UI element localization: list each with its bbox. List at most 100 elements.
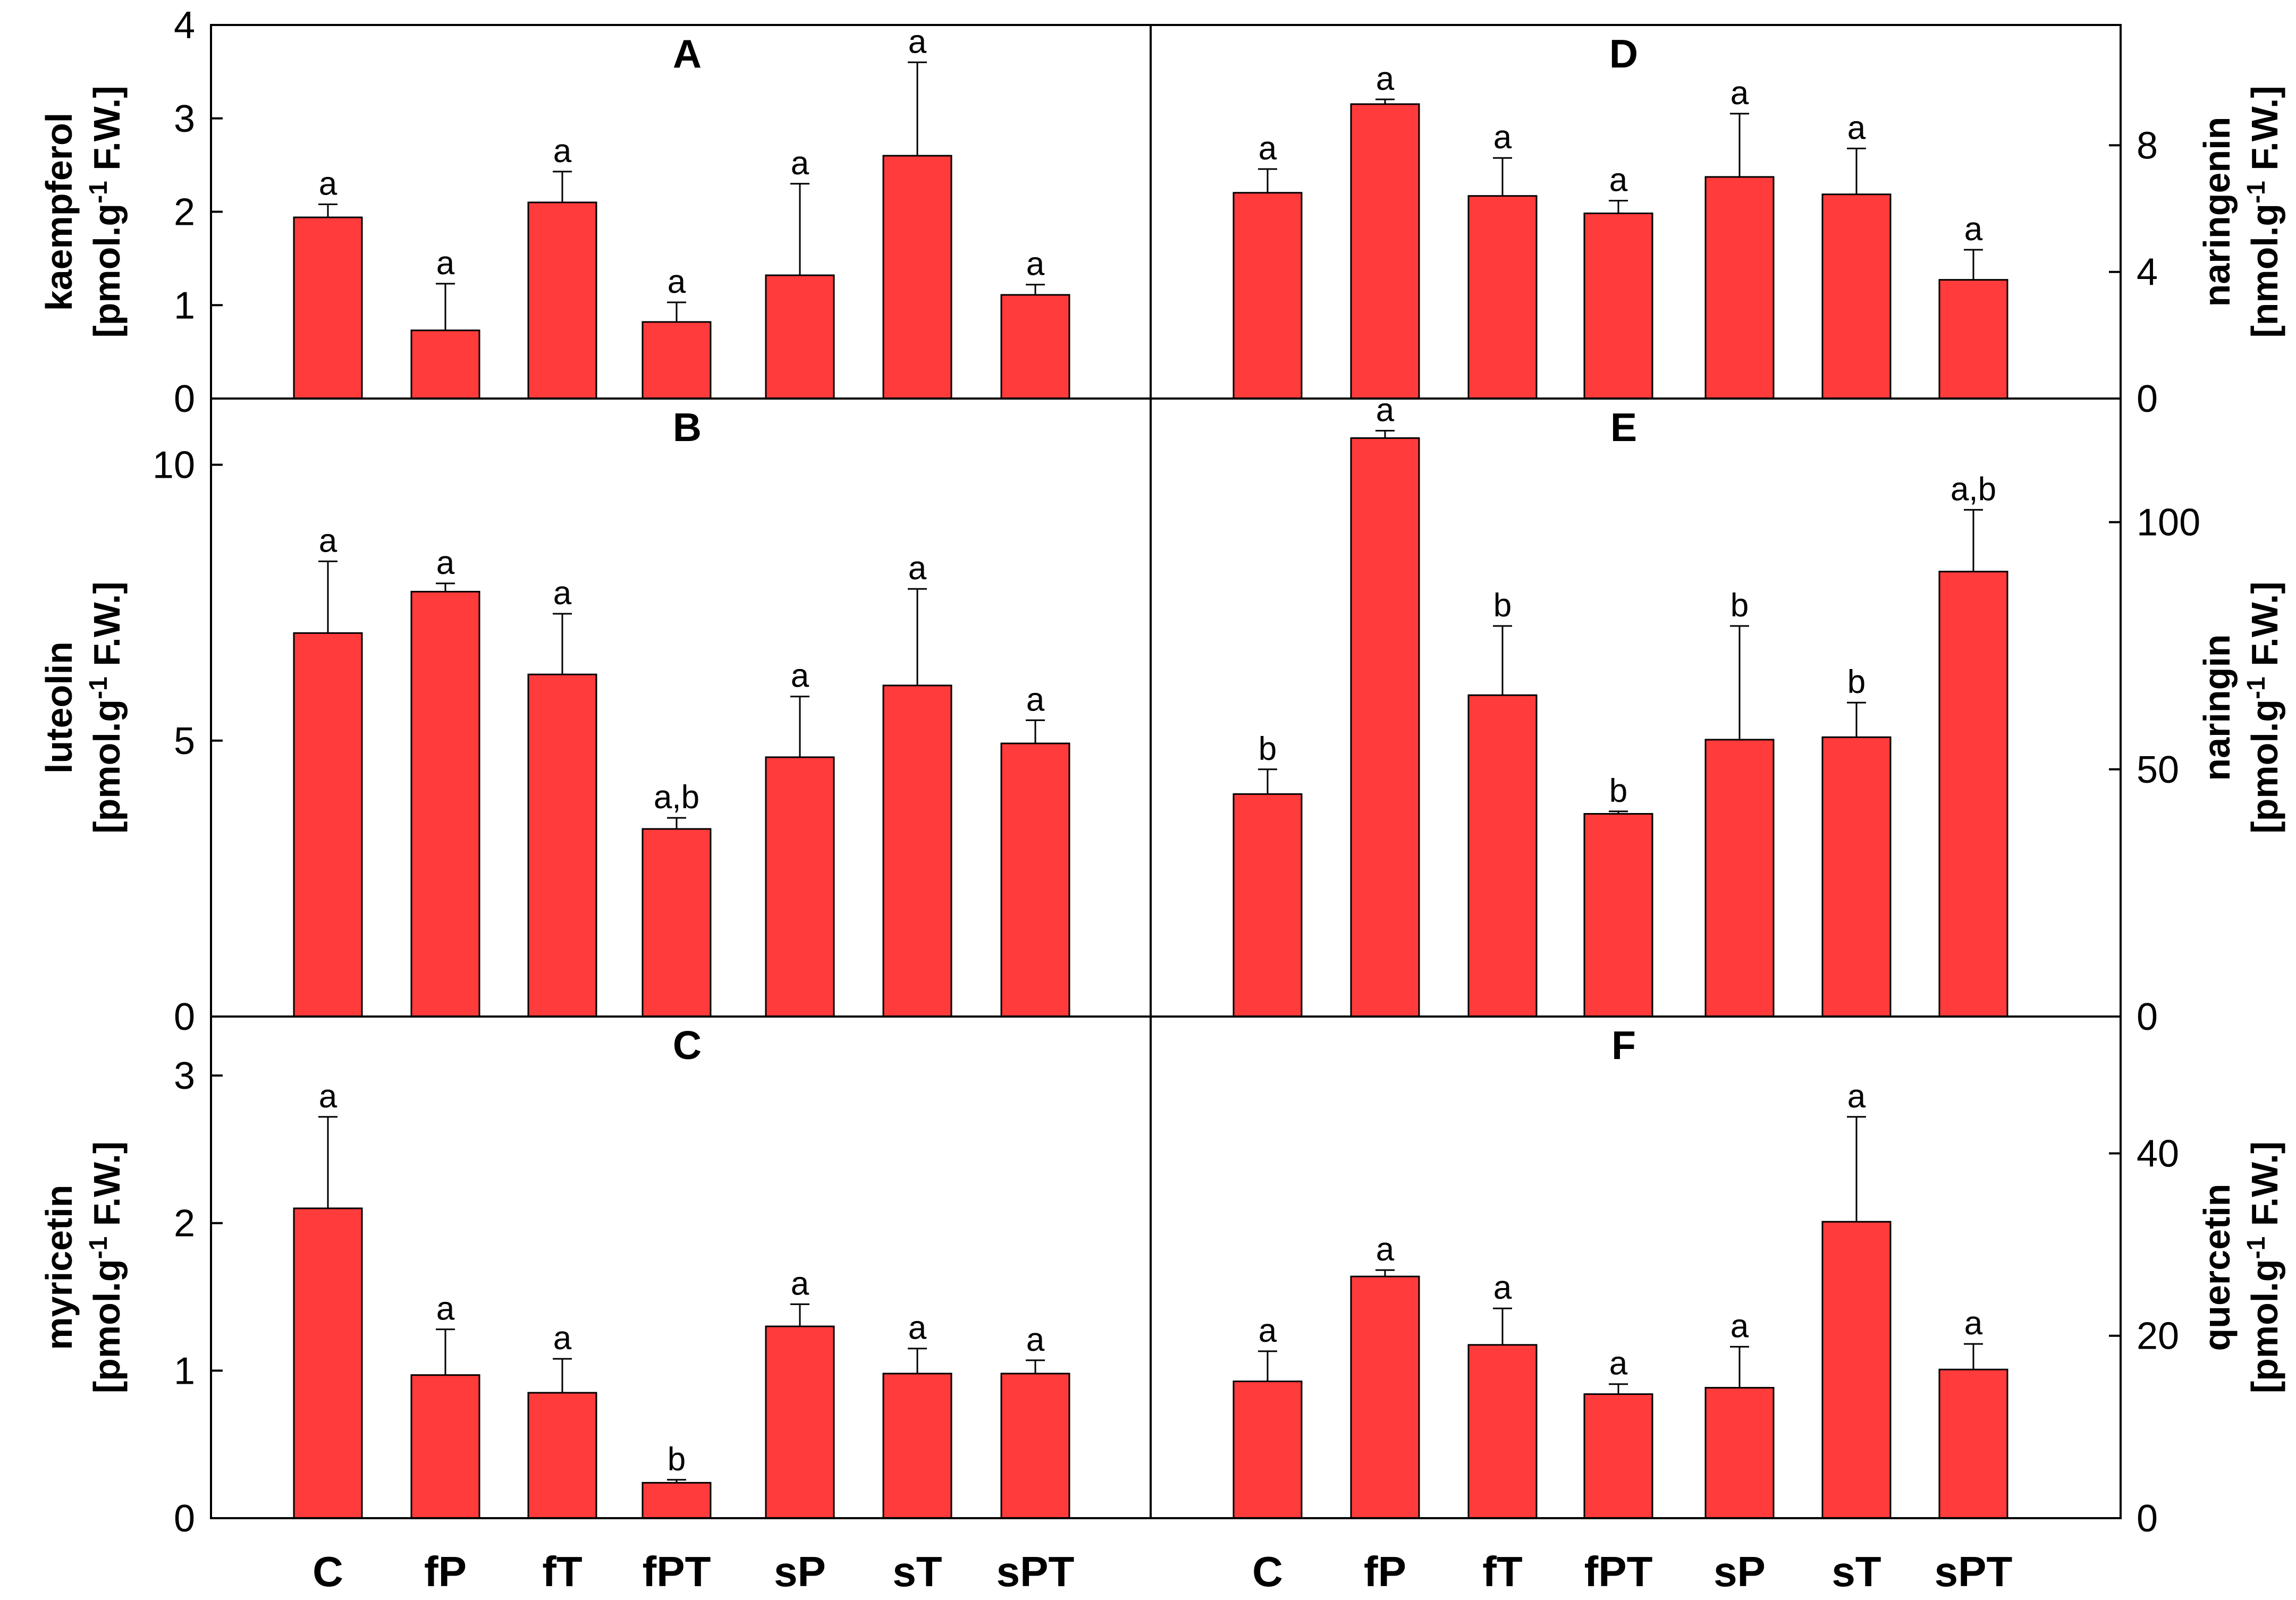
bar-a-ft [527,201,597,400]
panel-f: a a a a a a a F 0 20 40 quercetin [pmol.g-1 F.W.] C fP… [1150,1015,2285,1595]
category-label-f-ft: fT [1482,1548,1523,1595]
bar-a-fp [410,329,480,400]
sig-letter-e-ft: b [1493,587,1512,624]
sig-letter-d-ft: a [1493,119,1512,156]
ylabel-f-unit: [pmol.g-1 F.W.] [2242,1141,2285,1393]
ytick-label-e-0: 0 [2137,996,2158,1038]
category-label-c-fp: fP [424,1548,467,1595]
sig-letter-b-spt: a [1026,681,1045,718]
panel-c: a a a b a a a C 0 1 2 3 myricetin [pmol.g-1 F.W.] C fP f… [38,1015,1152,1595]
panel-letter-a: A [673,31,702,76]
ytick-label-f-1: 20 [2137,1315,2179,1358]
sig-letter-a-spt: a [1026,246,1045,283]
sig-letter-a-fp: a [436,245,455,282]
ytick-label-c-0: 0 [174,1497,195,1540]
bar-a-fpt [641,321,712,400]
ytick-label-b-0: 0 [174,996,195,1038]
panel-letter-e: E [1610,405,1637,450]
sig-letter-f-sp: a [1731,1308,1749,1344]
ytick-label-b-2: 10 [153,444,195,487]
category-label-c-spt: sPT [997,1548,1075,1595]
panel-b: a a a a,b a a a B 0 5 10 luteolin [pmol.g-1 F.W.] [38,397,1152,1038]
sig-letter-d-st: a [1847,109,1866,146]
sig-letter-e-sp: b [1731,587,1749,624]
category-label-f-c: C [1252,1548,1283,1595]
bar-e-fp [1350,437,1420,1018]
ylabel-c-unit: [pmol.g-1 F.W.] [85,1141,128,1393]
panel-a: a a a a a a a A 0 1 2 3 4 kaempferol [pmol.g-1 F.W.] [38,4,1152,420]
sig-letter-a-fpt: a [668,264,686,300]
panel-letter-f: F [1611,1023,1636,1068]
bar-c-fp [410,1374,480,1519]
sig-letter-a-st: a [908,23,927,60]
bar-e-fpt [1583,813,1653,1018]
ytick-label-d-1: 4 [2137,251,2158,294]
sig-letter-d-spt: a [1964,211,1983,248]
panel-letter-b: B [673,405,702,450]
bar-c-st [882,1373,952,1519]
ytick-label-d-2: 8 [2137,124,2158,167]
ylabel-b-unit: [pmol.g-1 F.W.] [85,581,128,833]
sig-letter-d-c: a [1259,130,1277,167]
bar-a-sp [765,274,835,400]
bar-f-ft [1467,1344,1538,1519]
ylabel-b-compound: luteolin [38,641,80,774]
category-label-c-ft: fT [542,1548,583,1595]
bar-e-ft [1467,694,1538,1018]
ytick-label-a-3: 3 [174,98,195,140]
bar-b-fpt [641,828,712,1018]
category-label-f-spt: sPT [1935,1548,2013,1595]
bar-c-c [293,1207,363,1519]
ylabel-f-compound: quercetin [2196,1183,2238,1351]
sig-letter-c-spt: a [1026,1322,1045,1358]
sig-letter-f-st: a [1847,1078,1866,1115]
bar-d-st [1821,193,1892,400]
bar-d-ft [1467,195,1538,400]
panel-e: b a b b b b a,b E 0 50 100 naringin [pmol.g-1 F.W.] [1150,392,2285,1038]
bar-e-spt [1938,571,2008,1018]
ytick-label-b-1: 5 [174,720,195,763]
sig-letter-a-sp: a [791,145,809,182]
ylabel-d-compound: naringenin [2196,117,2238,307]
ytick-label-c-2: 2 [174,1203,195,1245]
bar-c-spt [1000,1373,1070,1519]
panel-letter-d: D [1609,31,1638,76]
bar-d-sp [1704,176,1775,400]
sig-letter-c-sp: a [791,1265,809,1302]
ytick-label-c-3: 3 [174,1055,195,1097]
sig-letter-f-fp: a [1376,1231,1395,1268]
sig-letter-d-fp: a [1376,61,1395,97]
sig-letter-d-sp: a [1731,75,1749,112]
bar-f-sp [1704,1387,1775,1519]
bar-b-fp [410,590,480,1018]
ytick-label-a-4: 4 [174,4,195,47]
sig-letter-f-ft: a [1493,1269,1512,1306]
sig-letter-b-st: a [908,550,927,587]
bar-f-st [1821,1221,1892,1519]
sig-letter-f-spt: a [1964,1305,1983,1342]
bar-d-fpt [1583,212,1653,400]
bar-b-ft [527,673,597,1018]
ylabel-a-compound: kaempferol [38,113,80,311]
ylabel-e-unit: [pmol.g-1 F.W.] [2242,581,2285,833]
category-label-f-st: sT [1831,1548,1881,1595]
bar-d-spt [1938,279,2008,400]
category-label-f-fp: fP [1364,1548,1406,1595]
sig-letter-c-fp: a [436,1291,455,1327]
sig-letter-d-fpt: a [1609,162,1628,199]
bar-c-fpt [641,1482,712,1519]
category-label-c-st: sT [892,1548,942,1595]
sig-letter-c-ft: a [553,1320,572,1357]
sig-letter-c-c: a [319,1078,337,1115]
bar-f-fp [1350,1275,1420,1519]
ytick-label-c-1: 1 [174,1350,195,1392]
ylabel-c-compound: myricetin [38,1184,80,1350]
sig-letter-e-st: b [1847,664,1865,700]
category-label-f-sp: sP [1713,1548,1766,1595]
bar-b-spt [1000,742,1070,1018]
frame-f [1150,1015,2122,1519]
ytick-label-d-0: 0 [2137,378,2158,420]
bar-f-spt [1938,1368,2008,1519]
bar-b-st [882,684,952,1018]
